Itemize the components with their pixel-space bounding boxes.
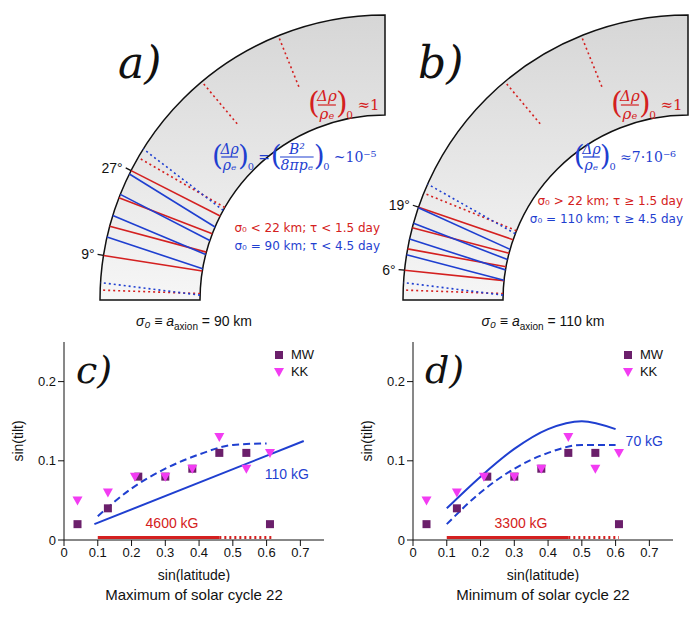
svg-text:ρₑ: ρₑ bbox=[319, 105, 335, 123]
svg-text:σ₀ < 22 km; τ < 1.5 day: σ₀ < 22 km; τ < 1.5 day bbox=[234, 221, 380, 235]
html-text:σ₀ ≡ aaxion= 90 km: σ₀ ≡ aaxion= 90 km bbox=[136, 313, 252, 332]
svg-text:≈1: ≈1 bbox=[661, 96, 683, 114]
svg-text:3300 kG: 3300 kG bbox=[495, 515, 548, 531]
svg-text:0.3: 0.3 bbox=[505, 545, 523, 560]
svg-text:0: 0 bbox=[346, 109, 353, 121]
svg-text:0: 0 bbox=[60, 545, 67, 560]
svg-text:8πpₑ: 8πpₑ bbox=[281, 157, 314, 173]
svg-text:0.1: 0.1 bbox=[38, 453, 56, 468]
svg-text:a): a) bbox=[118, 37, 161, 88]
svg-text:ρₑ: ρₑ bbox=[584, 157, 599, 173]
html-text:σ₀ ≡ aaxion= 110 km: σ₀ ≡ aaxion= 110 km bbox=[481, 313, 605, 332]
svg-text:sin(tilt): sin(tilt) bbox=[10, 420, 26, 461]
svg-text:B²: B² bbox=[288, 141, 305, 157]
svg-text:ρₑ: ρₑ bbox=[622, 105, 638, 123]
svg-text:0: 0 bbox=[649, 109, 656, 121]
svg-text:ρₑ: ρₑ bbox=[222, 157, 237, 173]
svg-text:0: 0 bbox=[323, 161, 329, 172]
svg-text:0: 0 bbox=[398, 533, 405, 548]
svg-text:0.6: 0.6 bbox=[258, 545, 276, 560]
svg-text:=: = bbox=[258, 149, 270, 165]
svg-text:0.5: 0.5 bbox=[224, 545, 242, 560]
svg-text:σ₀ = 110 km; τ ≥ 4.5 day: σ₀ = 110 km; τ ≥ 4.5 day bbox=[530, 212, 683, 226]
svg-text:0.6: 0.6 bbox=[607, 545, 625, 560]
svg-text:Δρ: Δρ bbox=[219, 141, 239, 157]
svg-text:0.2: 0.2 bbox=[387, 374, 405, 389]
svg-text:≈7·10⁻⁶: ≈7·10⁻⁶ bbox=[620, 149, 676, 165]
svg-text:0.4: 0.4 bbox=[539, 545, 557, 560]
svg-text:b): b) bbox=[418, 37, 463, 88]
html-text:MW: MW bbox=[290, 347, 314, 362]
svg-text:0.2: 0.2 bbox=[38, 374, 56, 389]
svg-text:~10⁻⁵: ~10⁻⁵ bbox=[334, 149, 377, 165]
svg-text:sin(latitude): sin(latitude) bbox=[158, 567, 230, 582]
svg-text:9°: 9° bbox=[81, 246, 94, 262]
svg-text:70 kG: 70 kG bbox=[626, 433, 663, 449]
html-text:Minimum of solar cycle 22: Minimum of solar cycle 22 bbox=[456, 586, 630, 603]
svg-text:0.2: 0.2 bbox=[471, 545, 489, 560]
svg-text:4600 kG: 4600 kG bbox=[146, 515, 199, 531]
svg-text:0.2: 0.2 bbox=[122, 545, 140, 560]
html-text:d): d) bbox=[425, 348, 465, 392]
svg-text:6°: 6° bbox=[382, 262, 395, 278]
svg-text:0: 0 bbox=[610, 161, 616, 172]
svg-text:19°: 19° bbox=[389, 197, 410, 213]
svg-text:0.5: 0.5 bbox=[573, 545, 591, 560]
svg-text:0.7: 0.7 bbox=[640, 545, 658, 560]
svg-text:0: 0 bbox=[409, 545, 416, 560]
svg-text:Δρ: Δρ bbox=[619, 87, 640, 105]
svg-text:0: 0 bbox=[49, 533, 56, 548]
html-text:KK: KK bbox=[290, 364, 309, 379]
svg-text:0.1: 0.1 bbox=[438, 545, 456, 560]
svg-text:Δρ: Δρ bbox=[581, 141, 601, 157]
svg-text:110 kG: 110 kG bbox=[265, 466, 309, 482]
svg-text:0: 0 bbox=[248, 161, 254, 172]
svg-text:σ₀ = 90 km; τ < 4.5 day: σ₀ = 90 km; τ < 4.5 day bbox=[234, 239, 380, 253]
html-text:MW: MW bbox=[639, 347, 663, 362]
svg-text:27°: 27° bbox=[102, 160, 123, 176]
svg-text:0.7: 0.7 bbox=[291, 545, 309, 560]
svg-text:0.1: 0.1 bbox=[387, 453, 405, 468]
svg-text:sin(tilt): sin(tilt) bbox=[359, 420, 375, 461]
svg-text:0.3: 0.3 bbox=[156, 545, 174, 560]
html-text:KK: KK bbox=[639, 364, 658, 379]
svg-text:0.4: 0.4 bbox=[190, 545, 208, 560]
html-text:c): c) bbox=[76, 348, 113, 392]
svg-text:Δρ: Δρ bbox=[316, 87, 337, 105]
svg-text:σ₀ > 22 km; τ ≥ 1.5 day: σ₀ > 22 km; τ ≥ 1.5 day bbox=[537, 194, 683, 208]
svg-text:≈1: ≈1 bbox=[358, 96, 380, 114]
svg-text:0.1: 0.1 bbox=[89, 545, 107, 560]
html-text:Maximum of solar cycle 22: Maximum of solar cycle 22 bbox=[105, 586, 283, 603]
svg-text:sin(latitude): sin(latitude) bbox=[507, 567, 579, 582]
